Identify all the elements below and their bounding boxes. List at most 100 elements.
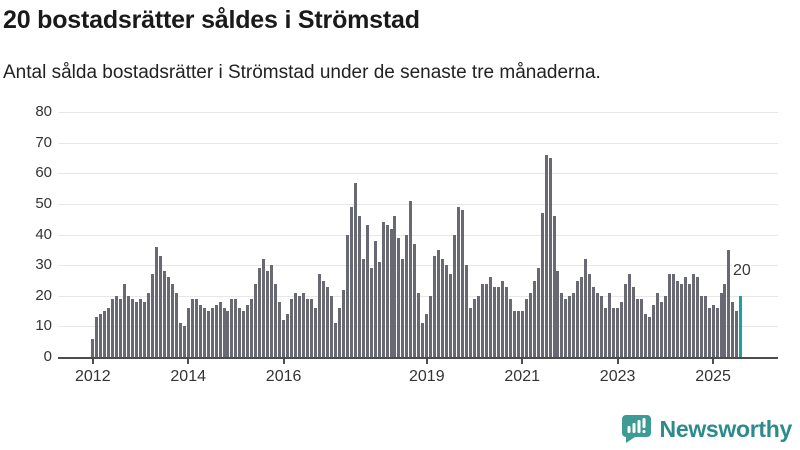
bar (341, 289, 345, 357)
bar (111, 298, 115, 357)
bar (723, 283, 727, 357)
bar (480, 283, 484, 357)
bar (457, 207, 461, 357)
bar (488, 277, 492, 357)
gridline (58, 234, 778, 236)
bar (417, 292, 421, 357)
y-axis-tick-label: 60 (35, 164, 52, 182)
bar (162, 271, 166, 357)
bar (421, 323, 425, 357)
bar (671, 274, 675, 357)
chart-subtitle: Antal sålda bostadsrätter i Strömstad un… (3, 62, 601, 83)
bar (588, 274, 592, 357)
bar (349, 207, 353, 357)
x-axis-tick (91, 359, 94, 364)
bar (675, 280, 679, 357)
gridline (58, 265, 778, 267)
bar (262, 259, 266, 357)
bar (154, 246, 158, 357)
y-axis-tick-label: 0 (43, 348, 52, 365)
bar (123, 283, 127, 357)
x-axis-tick (521, 359, 524, 364)
bar (103, 311, 107, 357)
bar (385, 225, 389, 357)
bar (242, 311, 246, 357)
bar (564, 298, 568, 357)
bar (616, 308, 620, 357)
bar (361, 259, 365, 357)
bar (524, 298, 528, 357)
bar (620, 301, 624, 357)
bar (727, 249, 731, 357)
bar (536, 268, 540, 357)
bar (142, 301, 146, 357)
bar (528, 292, 532, 357)
y-axis-tick-label: 10 (35, 317, 52, 335)
bar (612, 308, 616, 357)
x-axis-tick-label: 2023 (599, 368, 636, 385)
bar (230, 298, 234, 357)
bar (254, 283, 258, 357)
bar (302, 292, 306, 357)
bar (282, 320, 286, 357)
page-title: 20 bostadsrätter såldes i Strömstad (3, 6, 420, 34)
bar (286, 314, 290, 357)
bar (309, 298, 313, 357)
bar (548, 158, 552, 357)
y-axis-tick-label: 80 (35, 103, 52, 121)
bar (632, 286, 636, 357)
bar (405, 234, 409, 357)
bar (707, 308, 711, 357)
bar (226, 311, 230, 357)
x-axis-line (58, 357, 778, 359)
bar (735, 311, 739, 357)
bar (186, 308, 190, 357)
bar (469, 308, 473, 357)
x-axis-tick (712, 359, 715, 364)
x-axis-tick-label: 2012 (75, 368, 111, 385)
bar (206, 311, 210, 357)
bar (170, 283, 174, 357)
y-axis-tick-label: 40 (35, 225, 52, 243)
x-axis-tick-label: 2014 (170, 368, 206, 385)
bar (329, 295, 333, 357)
bar (596, 292, 600, 357)
bar (321, 280, 325, 357)
bar (624, 283, 628, 357)
bar (190, 298, 194, 357)
bar (250, 298, 254, 357)
y-axis-tick-label: 20 (35, 286, 52, 304)
bar (429, 295, 433, 357)
bar (222, 308, 226, 357)
bar (238, 308, 242, 357)
bar (182, 326, 186, 357)
bar (218, 301, 222, 357)
bar (449, 274, 453, 357)
bar (584, 259, 588, 357)
bar (214, 305, 218, 357)
highlighted-latest-bar (739, 295, 743, 357)
bar (313, 308, 317, 357)
bar (552, 216, 556, 357)
bar (373, 240, 377, 357)
gridline (58, 204, 778, 205)
bar (95, 317, 99, 357)
bar (139, 298, 142, 357)
bar (393, 216, 397, 357)
bar (520, 311, 524, 357)
bar (306, 298, 309, 357)
bar (556, 271, 560, 357)
bar (532, 280, 536, 357)
bar (659, 301, 663, 357)
x-axis-tick (187, 359, 190, 364)
bar (576, 280, 580, 357)
bar (401, 259, 405, 357)
bar (687, 283, 691, 357)
bar (381, 222, 385, 357)
bar (389, 228, 393, 357)
bar (473, 298, 476, 357)
bar (146, 292, 150, 357)
bar (580, 277, 584, 357)
y-axis-tick-label: 70 (35, 133, 52, 151)
